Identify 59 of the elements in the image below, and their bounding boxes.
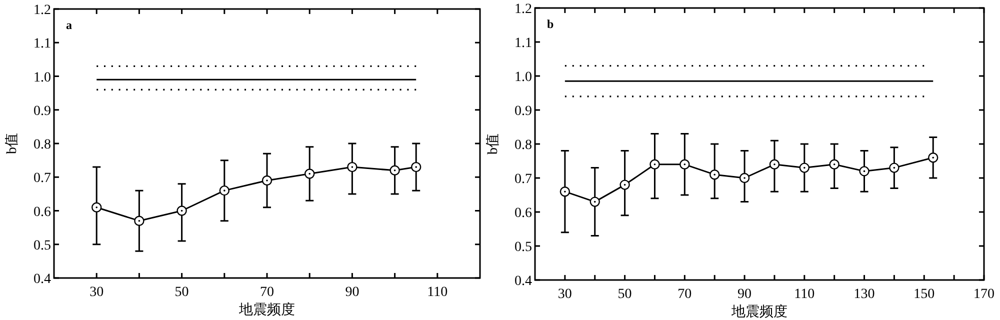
y-tick-label: 0.5: [34, 238, 51, 254]
point: [769, 159, 780, 170]
point: [347, 162, 358, 172]
y-tick-label: 0.6: [34, 204, 51, 220]
point: [92, 202, 102, 212]
y-tick-label: 0.9: [34, 104, 51, 119]
y-tick-label: 1.1: [34, 36, 51, 52]
y-tick-label: 0.4: [514, 274, 532, 289]
point: [829, 159, 840, 170]
y-tick-label: 1.2: [34, 3, 51, 18]
y-tick-label: 0.5: [514, 240, 532, 255]
y-tick-label: 0.7: [514, 172, 532, 187]
x-axis-title: 地震频度: [238, 302, 295, 318]
point: [134, 216, 144, 226]
y-tick-label: 1.1: [514, 36, 532, 51]
y-tick-label: 0.8: [34, 138, 51, 152]
x-tick-label: 130: [854, 287, 875, 302]
point: [411, 162, 422, 172]
point: [560, 186, 570, 197]
x-tick-label: 170: [974, 287, 994, 302]
point: [304, 168, 315, 179]
y-axis-title: b值: [485, 134, 501, 154]
annotation: b: [547, 17, 554, 31]
point: [590, 196, 600, 207]
y-tick-label: 1.2: [514, 2, 532, 17]
x-tick-label: 70: [678, 287, 692, 302]
y-tick-label: 0.4: [34, 272, 51, 287]
point: [219, 185, 230, 196]
point: [889, 162, 900, 173]
x-tick-label: 30: [90, 285, 104, 300]
annotation: a: [66, 18, 72, 32]
y-tick-label: 0.8: [514, 138, 532, 153]
point: [620, 180, 630, 190]
x-tick-label: 150: [914, 287, 935, 302]
x-tick-label: 90: [345, 285, 360, 300]
point: [739, 172, 750, 184]
x-tick-label: 90: [738, 287, 752, 302]
x-tick-label: 50: [618, 287, 632, 302]
point: [928, 152, 938, 163]
point: [176, 206, 187, 216]
point: [650, 159, 660, 170]
y-tick-label: 1.0: [34, 70, 51, 86]
x-tick-label: 70: [260, 285, 274, 300]
x-tick-label: 30: [558, 287, 572, 302]
y-tick-label: 1.0: [514, 70, 532, 85]
point: [262, 175, 272, 186]
y-tick-label: 0.9: [514, 104, 532, 119]
point: [390, 165, 400, 176]
x-tick-label: 110: [794, 287, 815, 302]
point: [799, 162, 810, 173]
point: [680, 159, 690, 170]
x-axis-title: 地震频度: [730, 304, 788, 320]
y-axis-title: b值: [4, 133, 20, 154]
point: [859, 166, 870, 176]
y-tick-label: 0.6: [514, 206, 532, 221]
x-tick-label: 110: [427, 285, 448, 300]
point: [710, 170, 720, 180]
x-tick-label: 50: [174, 285, 189, 300]
y-tick-label: 0.7: [34, 171, 51, 186]
